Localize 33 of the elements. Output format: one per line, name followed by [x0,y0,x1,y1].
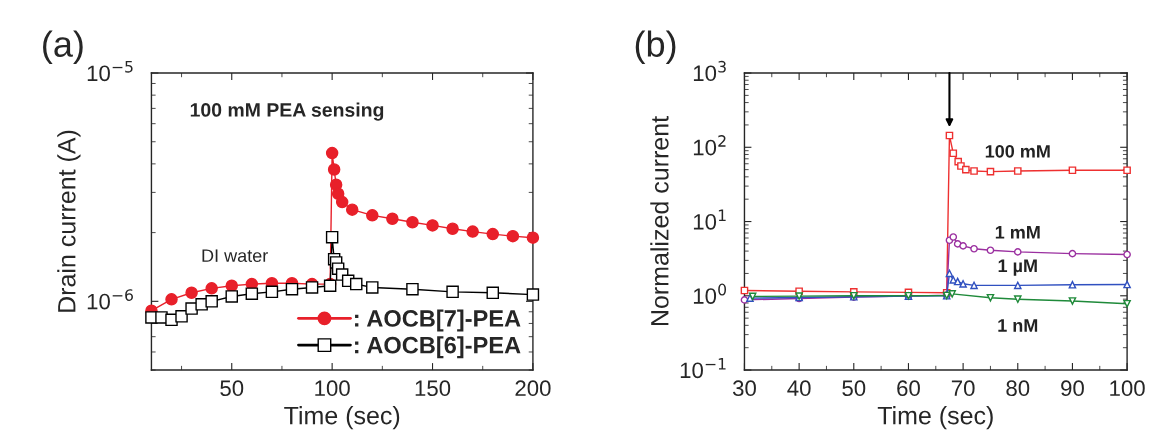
x-tick-label: 90 [1061,380,1084,397]
series-label: 100 mM [985,144,1050,158]
x-tick-label: 100 [315,380,350,397]
y-tick-label: 10$^{2}$ [693,135,726,156]
x-tick-label: 200 [515,380,551,397]
y-axis-title: Drain current (A) [57,130,81,312]
chart-title: (b) [635,30,676,65]
x-axis-title: Time (sec) [877,406,993,430]
x-tick-label: 70 [951,380,975,397]
legend-label: : AOCB[7]-PEA [355,309,521,332]
y-tick-label: 10$^{0}$ [693,283,727,304]
chart-title: (a) [43,30,83,65]
annotation: DI water [202,249,268,263]
x-tick-label: 100 [1110,380,1145,397]
series-label: 1 nM [998,319,1038,332]
y-tick-label: 10$^{−6}$ [87,289,133,310]
x-tick-label: 30 [732,380,756,397]
x-tick-label: 150 [415,380,451,397]
y-axis-title: Normalized current [650,116,669,326]
y-tick-label: 10$^{3}$ [693,60,726,82]
x-tick-label: 60 [897,380,920,397]
x-tick-label: 80 [1006,380,1030,397]
x-tick-label: 40 [787,380,811,397]
x-axis-title: Time (sec) [284,406,400,430]
x-tick-label: 50 [842,380,866,397]
legend-label: : AOCB[6]-PEA [355,336,521,359]
series-label: 1 µM [998,259,1037,276]
x-tick-label: 50 [220,380,244,397]
y-tick-label: 10$^{−1}$ [680,358,726,379]
series-label: 1 mM [995,226,1040,239]
y-tick-label: 10$^{1}$ [693,209,726,230]
annotation: 100 mM PEA sensing [190,102,384,121]
y-tick-label: 10$^{−5}$ [87,61,133,82]
